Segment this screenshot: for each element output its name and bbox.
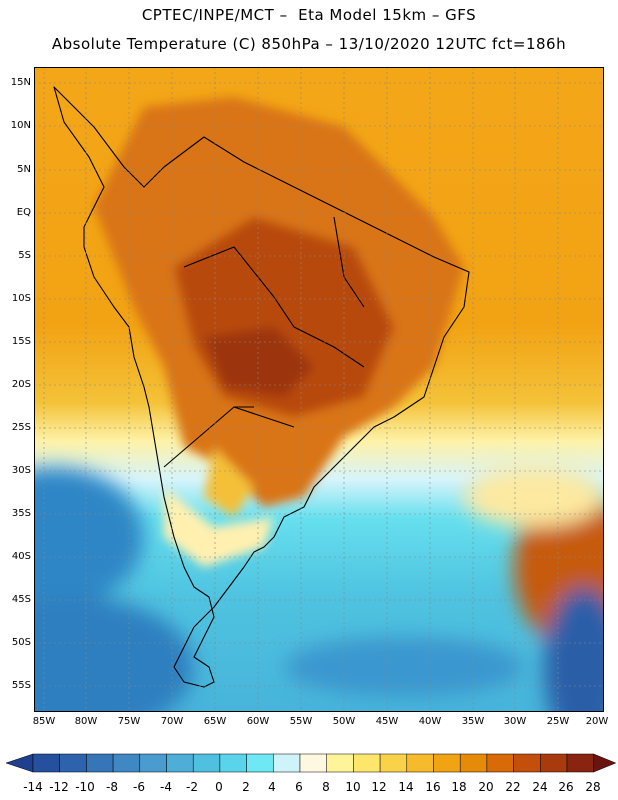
lat-tick-label: 5N (17, 164, 31, 175)
lon-tick-label: 75W (117, 716, 141, 727)
color-scale-tick: -6 (133, 780, 145, 794)
color-scale-cell (192, 753, 221, 773)
color-scale-tick: -14 (23, 780, 43, 794)
map-title: CPTEC/INPE/MCT – Eta Model 15km – GFS (141, 6, 477, 24)
color-scale-cell (540, 753, 568, 773)
color-scale-tick: 10 (345, 780, 361, 794)
color-scale-tick: 4 (268, 780, 276, 794)
color-scale-tick: 24 (532, 780, 548, 794)
lat-tick-label: 40S (11, 551, 31, 562)
map-subtitle: Absolute Temperature (C) 850hPa – 13/10/… (51, 35, 567, 53)
color-scale-cell (273, 753, 301, 773)
color-scale-tick: 16 (425, 780, 441, 794)
lon-tick-label: 55W (289, 716, 313, 727)
lat-tick-label: 20S (11, 379, 31, 390)
color-scale-tick: -4 (160, 780, 172, 794)
lon-tick-label: 45W (375, 716, 399, 727)
lon-tick-label: 80W (74, 716, 98, 727)
lon-tick-label: 30W (503, 716, 527, 727)
color-scale-cell (86, 753, 114, 773)
color-scale-cell (59, 753, 87, 773)
lat-tick-label: 50S (11, 637, 31, 648)
color-scale-cell (139, 753, 167, 773)
lat-tick-label: 10S (11, 293, 31, 304)
color-scale-tick: 6 (295, 780, 303, 794)
color-scale-tick: 20 (478, 780, 494, 794)
color-scale-cell (326, 753, 354, 773)
lon-tick-label: 70W (160, 716, 184, 727)
lon-tick-label: 65W (203, 716, 227, 727)
color-scale-arrow-low (5, 753, 34, 773)
lon-tick-label: 25W (546, 716, 570, 727)
color-scale-tick: 28 (585, 780, 601, 794)
color-scale-tick: -12 (49, 780, 69, 794)
color-scale-arrow-high (593, 753, 617, 773)
lat-tick-label: 35S (11, 508, 31, 519)
color-scale-tick: -10 (75, 780, 95, 794)
color-scale-cell (406, 753, 434, 773)
lat-tick-label: 45S (11, 594, 31, 605)
color-scale-tick: 0 (215, 780, 223, 794)
temperature-map (34, 67, 604, 712)
color-scale-tick: -2 (186, 780, 198, 794)
color-scale-cell (219, 753, 247, 773)
lon-tick-label: 35W (461, 716, 485, 727)
color-scale-tick: -8 (106, 780, 118, 794)
color-scale-cell (246, 753, 274, 773)
color-scale-cell (112, 753, 141, 773)
color-scale-cell (166, 753, 194, 773)
color-scale-tick: 8 (322, 780, 330, 794)
color-scale-cell (566, 753, 594, 773)
color-scale-cell (32, 753, 60, 773)
color-scale-cell (299, 753, 327, 773)
lat-tick-label: 5S (18, 250, 31, 261)
lat-tick-label: 30S (11, 465, 31, 476)
color-scale-cell (459, 753, 488, 773)
color-scale-bar (5, 753, 617, 773)
color-scale-cell (433, 753, 461, 773)
lon-tick-label: 85W (32, 716, 56, 727)
color-scale-tick: 2 (242, 780, 250, 794)
color-scale-tick: 22 (505, 780, 521, 794)
lon-tick-label: 20W (585, 716, 609, 727)
lon-tick-label: 60W (246, 716, 270, 727)
lat-tick-label: 25S (11, 422, 31, 433)
color-scale-cell (379, 753, 408, 773)
color-scale-tick: 18 (451, 780, 467, 794)
color-scale-cell (513, 753, 541, 773)
lon-tick-label: 40W (418, 716, 442, 727)
color-scale-tick: 12 (371, 780, 387, 794)
color-scale-tick: 14 (398, 780, 414, 794)
lat-tick-label: 15S (11, 336, 31, 347)
lat-tick-label: 10N (10, 120, 31, 131)
color-scale-cell (353, 753, 381, 773)
lat-tick-label: 55S (11, 680, 31, 691)
lat-tick-label: EQ (16, 207, 31, 218)
color-scale-cell (486, 753, 514, 773)
color-scale-tick: 26 (558, 780, 574, 794)
lat-tick-label: 15N (10, 77, 31, 88)
lon-tick-label: 50W (332, 716, 356, 727)
